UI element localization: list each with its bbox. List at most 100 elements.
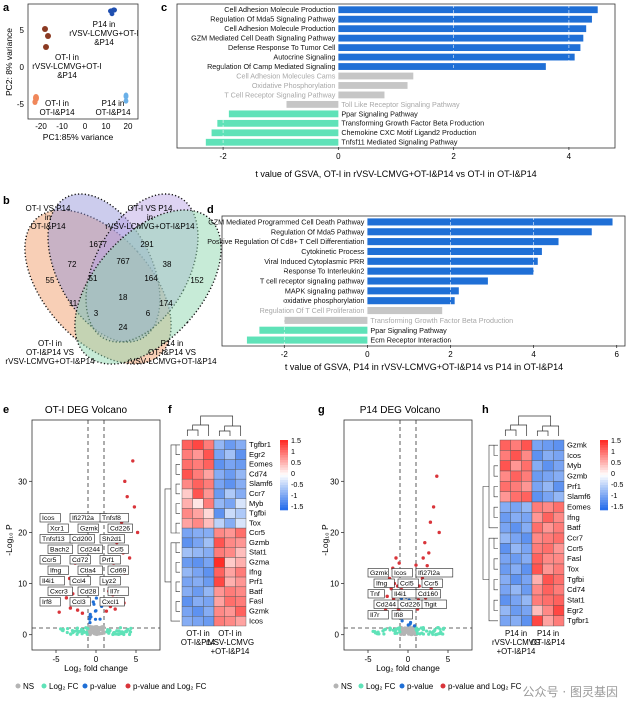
venn-label-line: rVSV-LCMVG+OT-I&P14 xyxy=(5,357,95,366)
heatmap-f-cell xyxy=(192,557,204,568)
volcano-g-point-fc xyxy=(439,632,443,636)
pca-point-oti-rvsv xyxy=(43,44,49,50)
heatmap-h-legend-label: 0 xyxy=(611,469,615,478)
heatmap-f-cell xyxy=(192,478,204,490)
heatmap-h-cell xyxy=(499,553,511,565)
heatmap-h-row-dendrogram xyxy=(493,444,498,456)
volcano-e-point-fc xyxy=(65,630,69,635)
heatmap-f-legend-swatch xyxy=(280,475,288,478)
heatmap-f-legend-swatch xyxy=(280,470,288,473)
volcano-g-ytick-label: 20 xyxy=(330,528,339,537)
heatmap-h-cell xyxy=(542,491,554,503)
panel-letter-c: c xyxy=(161,2,167,14)
volcano-e-gene-label-box xyxy=(47,586,73,596)
volcano-e-gene-label: Cd69 xyxy=(110,568,126,575)
heatmap-f-cell xyxy=(203,459,215,470)
heatmap-f-cell xyxy=(192,537,204,548)
heatmap-h-legend-label: -1.5 xyxy=(611,502,623,511)
heatmap-h-legend-swatch xyxy=(600,502,608,506)
volcano-e-point-sig xyxy=(80,611,85,615)
heatmap-f-row-label: Ifng xyxy=(249,567,262,576)
gsva-d-frame xyxy=(221,215,626,347)
heatmap-h-cell xyxy=(531,532,543,544)
pca-point-oti-oti xyxy=(32,99,38,105)
heatmap-h-cell xyxy=(499,512,511,523)
gsva-c-bar-label: Ppar Signaling Pathway xyxy=(341,109,418,118)
volcano-e-gene-label: Cd244 xyxy=(80,547,100,554)
heatmap-f-cell xyxy=(235,518,247,529)
heatmap-h-cell xyxy=(510,491,522,503)
heatmap-h-cell xyxy=(553,522,565,534)
heatmap-h-legend-swatch xyxy=(600,507,608,511)
gsva-d-bar-label: T cell receptor signaling pathway xyxy=(260,277,365,286)
heatmap-h-cell xyxy=(499,491,511,503)
watermark: 公众号 · 图灵基因 xyxy=(522,685,618,699)
heatmap-h-row-label: Tgfbi xyxy=(567,575,584,584)
volcano-g-xtick-label: 0 xyxy=(406,655,411,664)
volcano-e-gene-label: Ccr5 xyxy=(42,557,57,564)
volcano-e-xlabel: Log₂ fold change xyxy=(64,663,128,673)
volcano-g-ytick-label: 0 xyxy=(335,631,340,640)
heatmap-h-cell xyxy=(521,512,533,523)
volcano-e-ytick-label: 30 xyxy=(18,477,27,486)
heatmap-f-cell xyxy=(213,449,225,460)
venn-ellipse-br xyxy=(74,209,222,365)
heatmap-h-legend-swatch xyxy=(600,480,608,483)
heatmap-h-legend-swatch xyxy=(600,485,608,488)
heatmap-f-row-label: Cd74 xyxy=(249,469,267,478)
heatmap-f-row-label: Eomes xyxy=(249,460,273,469)
volcano-g-gene-label: Tnf xyxy=(370,591,380,598)
heatmap-h-cell xyxy=(499,532,511,544)
gsva-c-bar-label: GZM Mediated Cell Death Signaling Pathwa… xyxy=(191,34,336,43)
volcano-g-gene-label-box xyxy=(397,578,419,588)
heatmap-h-legend-swatch xyxy=(600,450,608,453)
volcano-e-xtick-label: -5 xyxy=(52,655,60,664)
volcano-e-gene-label: Ifng xyxy=(50,568,62,575)
heatmap-f-cell xyxy=(181,469,193,480)
heatmap-h-legend-swatch xyxy=(600,460,608,463)
volcano-e-point-sig xyxy=(75,608,80,612)
volcano-e-point-fc xyxy=(124,630,129,634)
volcano-e-xtick-label: 5 xyxy=(134,655,139,664)
heatmap-f-row-dendrogram xyxy=(170,542,176,622)
gsva-c-bar xyxy=(338,44,581,52)
heatmap-h-cell xyxy=(521,543,533,554)
heatmap-f-row-label: Icos xyxy=(249,616,263,625)
volcano-e-gene-label: Cxcr3 xyxy=(50,589,68,596)
heatmap-f-cell xyxy=(235,616,247,627)
heatmap-h-cell xyxy=(553,491,565,503)
volcano-g-gene-label: Cd160 xyxy=(418,591,438,598)
venn-count: 38 xyxy=(163,260,172,269)
heatmap-h-cell xyxy=(542,574,554,585)
gsva-d-tick-label: 6 xyxy=(614,350,619,359)
volcano-e-point-ns xyxy=(88,630,93,634)
gsva-c-bar xyxy=(211,129,339,137)
heatmap-h-cell xyxy=(499,522,511,534)
heatmap-h-legend-label: -1 xyxy=(611,491,617,500)
venn-label-line: OT-I in xyxy=(38,339,62,348)
heatmap-h-row-label: Batf xyxy=(567,523,581,532)
heatmap-h-cell xyxy=(531,584,543,596)
heatmap-h-cell xyxy=(521,532,533,544)
heatmap-f-col-dendrogram xyxy=(192,424,210,436)
heatmap-f-cell xyxy=(192,576,204,588)
heatmap-h-cell xyxy=(553,532,565,544)
volcano-e-gene-label: Cd72 xyxy=(72,557,88,564)
pca-point-oti-rvsv xyxy=(42,26,48,32)
heatmap-h-cell xyxy=(553,574,565,585)
venn-label-line: OT-I VS P14 xyxy=(26,204,71,213)
heatmap-f-legend-swatch xyxy=(280,495,288,498)
volcano-g-xlabel: Log₂ fold change xyxy=(376,663,440,673)
volcano-e-point-p xyxy=(92,602,96,606)
heatmap-f-legend-swatch xyxy=(280,480,288,483)
heatmap-f-cell xyxy=(224,469,236,480)
venn-count: 3 xyxy=(94,309,99,318)
heatmap-h-cell xyxy=(542,439,554,451)
heatmap-h-legend-swatch xyxy=(600,505,608,508)
heatmap-f-row-label: Gzmb xyxy=(249,538,269,547)
heatmap-h-cell xyxy=(521,553,533,565)
heatmap-f-cell xyxy=(181,606,193,617)
pca-label-line: OT-I in xyxy=(55,53,79,62)
volcano-e-point-sig xyxy=(64,596,69,600)
panel-letter-e: e xyxy=(3,404,9,416)
